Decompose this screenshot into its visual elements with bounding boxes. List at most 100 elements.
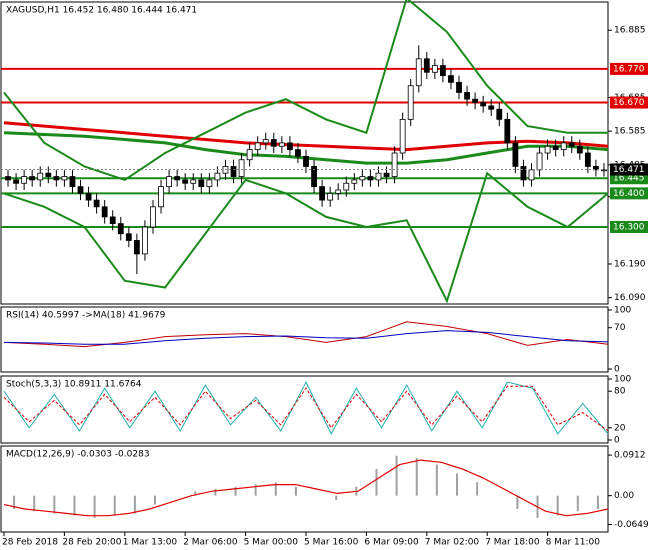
candle-body — [456, 81, 462, 93]
y-tick-label: 0 — [614, 365, 620, 375]
panel-frame — [0, 445, 609, 533]
candle-body — [93, 199, 100, 208]
candle-body — [117, 223, 124, 235]
candle-body — [601, 169, 607, 172]
candle-body — [286, 142, 293, 151]
candle-body — [496, 108, 503, 120]
candle-body — [311, 166, 317, 188]
candle-body — [327, 192, 334, 201]
candle-body — [593, 166, 599, 171]
candle-body — [150, 206, 156, 228]
indicator-line — [3, 0, 608, 182]
y-tick-label: 20 — [614, 423, 626, 433]
candle-body — [303, 155, 309, 167]
candle-body — [584, 152, 591, 167]
candle-body — [407, 85, 414, 120]
x-tick-label: 5 Mar 00:00 — [244, 538, 299, 548]
candle-body — [335, 189, 342, 194]
y-tick-label: 16.885 — [614, 26, 646, 36]
panel-frame — [0, 375, 609, 444]
candle-body — [464, 92, 470, 100]
candle-body — [21, 176, 28, 184]
candle-body — [85, 192, 92, 201]
candle-body — [367, 176, 374, 181]
y-tick-label: 0.00 — [614, 491, 634, 501]
indicator-line — [3, 459, 609, 517]
candle-body — [174, 176, 181, 181]
indicator-line — [3, 171, 609, 304]
candle-body — [270, 139, 277, 147]
candle-body — [214, 172, 221, 181]
candle-body — [142, 226, 148, 255]
candle-body — [254, 142, 261, 151]
level-label: 16.770 — [613, 64, 645, 74]
y-tick-label: 0 — [614, 436, 620, 446]
candle-body — [375, 172, 382, 181]
candle-body — [29, 176, 36, 181]
candle-body — [262, 139, 269, 144]
x-tick-label: 7 Mar 02:00 — [425, 538, 480, 548]
candle-body — [13, 179, 19, 184]
indicator-line — [3, 385, 609, 432]
level-tag — [610, 62, 648, 75]
y-tick-label: 16.585 — [614, 127, 646, 137]
y-tick-label: 16.190 — [614, 260, 646, 270]
candle-body — [125, 233, 132, 241]
x-tick-label: 28 Feb 2018 — [2, 538, 58, 548]
candle-body — [166, 176, 172, 188]
candle-body — [53, 176, 60, 181]
candle-body — [512, 142, 519, 167]
candle-body — [61, 176, 68, 181]
candle-body — [431, 65, 438, 73]
y-tick-label: 16.090 — [614, 293, 646, 303]
candle-body — [319, 186, 326, 201]
indicator-line — [3, 330, 609, 345]
candle-body — [504, 118, 511, 144]
candle-body — [576, 145, 583, 154]
level-label: 16.670 — [613, 98, 645, 108]
indicator-line — [3, 380, 609, 435]
candle-body — [133, 240, 140, 255]
x-tick-label: 28 Feb 20:00 — [62, 538, 121, 548]
candle-body — [472, 98, 479, 103]
level-tag — [610, 187, 648, 200]
candle-body — [415, 58, 422, 87]
candle-body — [246, 149, 253, 161]
candle-body — [440, 65, 446, 77]
candle-body — [383, 172, 390, 177]
y-tick-label: -0.0649 — [614, 520, 649, 530]
candle-body — [480, 102, 487, 107]
x-tick-label: 5 Mar 16:00 — [304, 538, 359, 548]
level-label: 16.400 — [613, 189, 645, 199]
candle-body — [448, 75, 454, 83]
candle-body — [45, 172, 52, 177]
x-tick-label: 2 Mar 06:00 — [183, 538, 238, 548]
panel-frame — [0, 1, 609, 305]
panel-title: RSI(14) 40.5997 ->MA(18) 41.9679 — [6, 311, 166, 321]
candle-body — [230, 166, 237, 177]
candle-body — [544, 145, 551, 154]
level-label: 16.300 — [613, 223, 645, 233]
x-tick-label: 8 Mar 11:00 — [546, 538, 601, 548]
candle-body — [190, 179, 197, 184]
candle-body — [238, 159, 245, 177]
candle-body — [399, 118, 406, 154]
candle-body — [528, 169, 535, 181]
current-price-tag — [610, 163, 648, 176]
candle-body — [37, 172, 44, 181]
candle-body — [278, 142, 285, 147]
x-tick-label: 1 Mar 13:00 — [123, 538, 178, 548]
candle-body — [182, 179, 189, 184]
candle-body — [198, 179, 205, 188]
level-label: 16.445 — [613, 174, 645, 184]
y-tick-label: 0.0912 — [614, 451, 646, 461]
current-price-label: 16.471 — [613, 165, 645, 175]
panel-title: Stoch(5,3,3) 10.8911 11.6764 — [6, 380, 142, 390]
candle-body — [423, 58, 430, 73]
y-tick-label: 70 — [614, 323, 626, 333]
panel-frame — [0, 306, 609, 373]
candle-body — [69, 176, 76, 188]
level-tag — [610, 96, 648, 109]
panel-title: XAGUSD,H1 16.452 16.480 16.444 16.471 — [6, 6, 197, 16]
candle-body — [77, 186, 84, 194]
